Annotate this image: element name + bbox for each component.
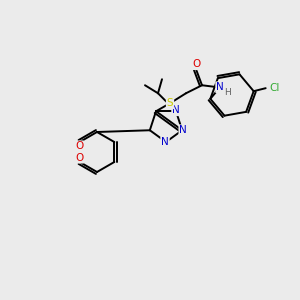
Text: N: N <box>161 137 169 147</box>
Text: S: S <box>167 98 173 108</box>
Text: N: N <box>179 125 187 135</box>
Text: N: N <box>216 82 224 92</box>
Text: O: O <box>75 153 83 163</box>
Text: N: N <box>172 105 180 115</box>
Text: Cl: Cl <box>269 83 280 93</box>
Text: H: H <box>224 88 230 97</box>
Text: O: O <box>192 59 200 69</box>
Text: O: O <box>75 141 83 151</box>
